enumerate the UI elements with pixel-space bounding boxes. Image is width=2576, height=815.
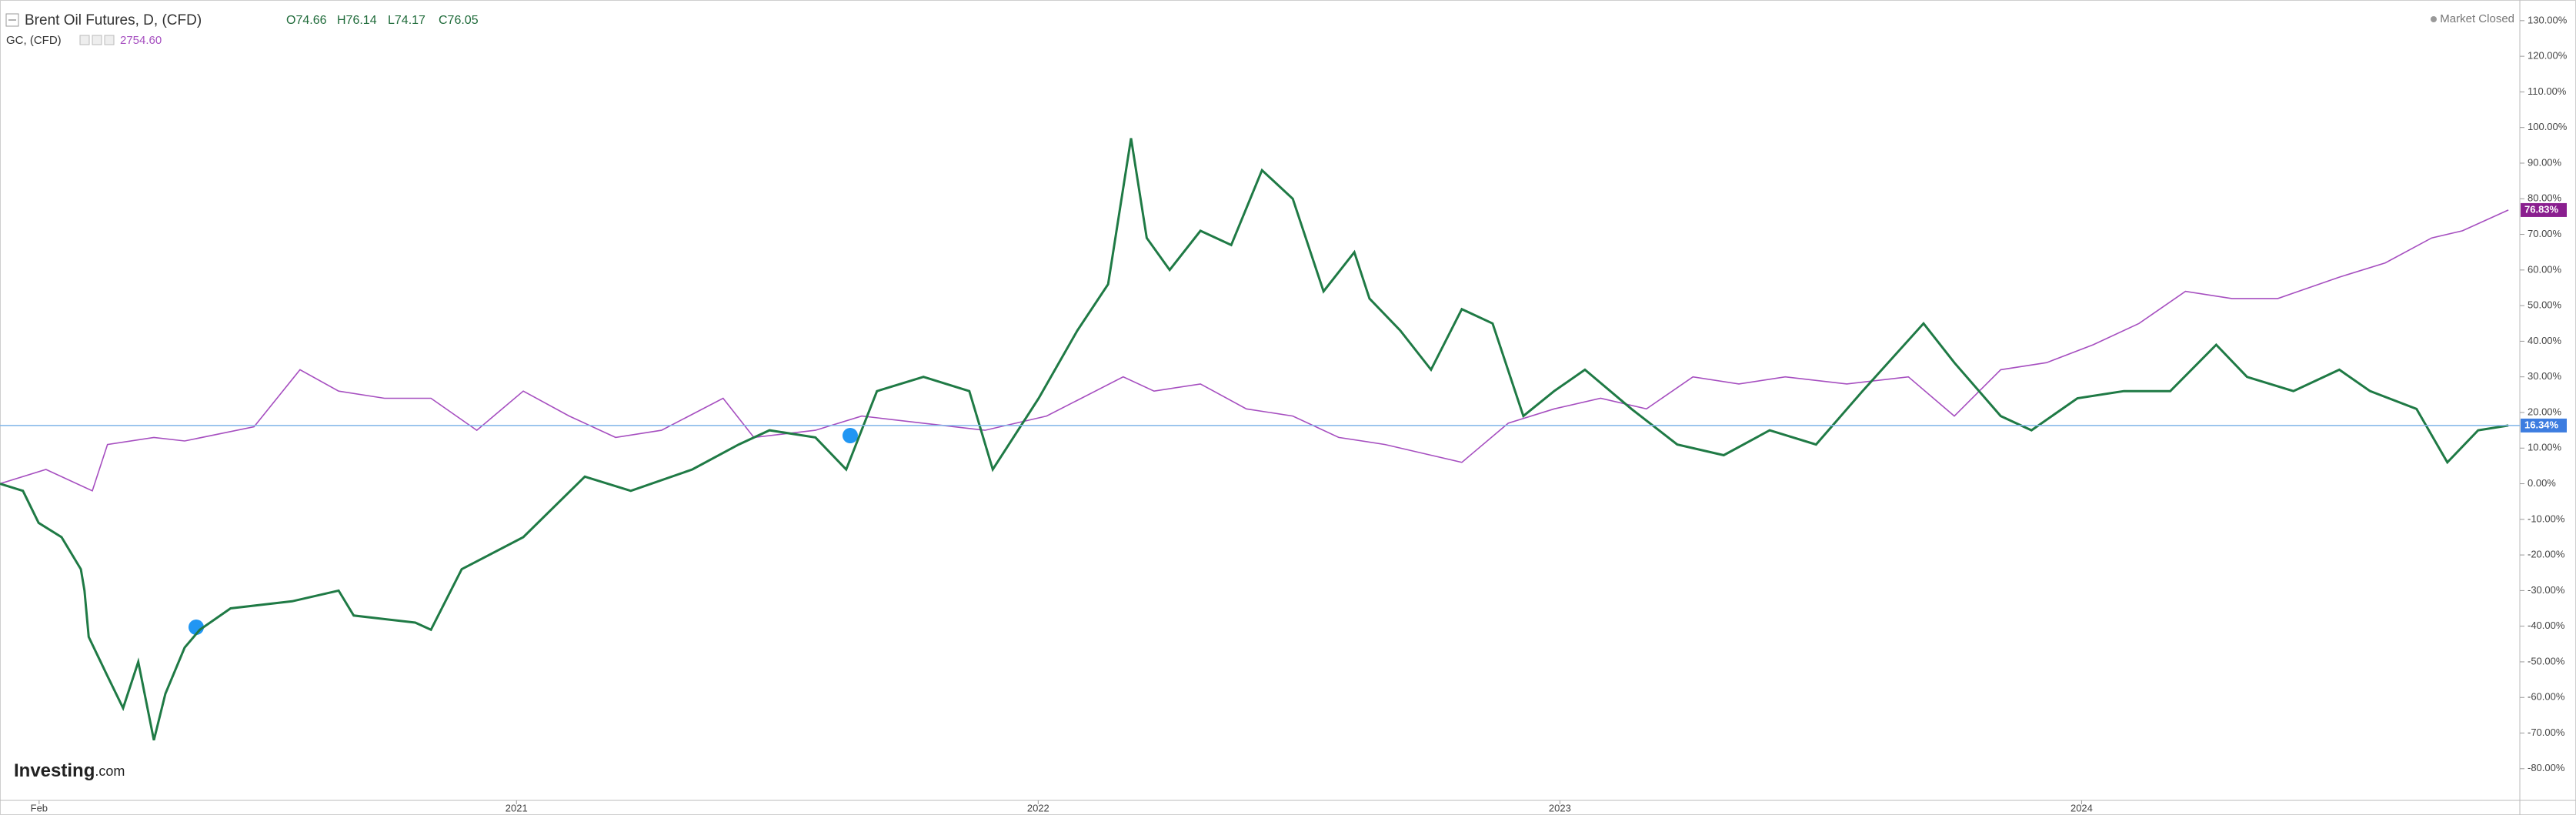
x-tick-label: Feb: [31, 802, 48, 813]
y-tick-label: 100.00%: [2528, 121, 2568, 132]
y-tick-label: -80.00%: [2528, 762, 2565, 773]
y-tick-label: -20.00%: [2528, 549, 2565, 560]
last-value-box: [2521, 418, 2567, 433]
y-tick-label: -10.00%: [2528, 513, 2565, 524]
y-tick-label: 120.00%: [2528, 50, 2568, 62]
y-tick-label: -70.00%: [2528, 726, 2565, 738]
x-tick-label: 2022: [1027, 802, 1049, 813]
last-value-label: 16.34%: [2524, 419, 2559, 430]
y-tick-label: -40.00%: [2528, 620, 2565, 631]
compare-symbol: GC, (CFD): [6, 34, 62, 47]
y-tick-label: 80.00%: [2528, 192, 2562, 204]
y-tick-label: 60.00%: [2528, 263, 2562, 275]
y-tick-label: 130.00%: [2528, 14, 2568, 25]
market-status: Market Closed: [2440, 12, 2514, 25]
x-tick-label: 2021: [506, 802, 528, 813]
ohlc-value: O74.66: [286, 14, 327, 27]
y-tick-label: 10.00%: [2528, 442, 2562, 453]
last-value-box: [2521, 202, 2567, 217]
settings-icon[interactable]: [92, 35, 102, 45]
y-tick-label: 110.00%: [2528, 85, 2567, 97]
status-dot: [2431, 16, 2437, 22]
dividend-marker[interactable]: [843, 428, 858, 443]
y-tick-label: 70.00%: [2528, 228, 2562, 239]
x-tick-label: 2023: [1549, 802, 1571, 813]
logo: Investing.com: [14, 760, 125, 781]
y-tick-label: 20.00%: [2528, 406, 2562, 417]
series-line: [0, 209, 2509, 492]
gold-price: 2754.60: [120, 34, 162, 47]
ohlc-values: O74.66 H76.14 L74.17 C76.05: [286, 14, 479, 27]
y-tick-label: 30.00%: [2528, 370, 2562, 382]
close-icon[interactable]: [104, 35, 115, 45]
x-tick-label: 2024: [2070, 802, 2093, 813]
y-tick-label: 50.00%: [2528, 299, 2562, 311]
logo-suffix: .com: [95, 763, 125, 779]
y-tick-label: 90.00%: [2528, 156, 2562, 168]
main-symbol: Brent Oil Futures, D, (CFD): [25, 12, 202, 28]
y-tick-label: -60.00%: [2528, 691, 2565, 703]
eye-icon[interactable]: [79, 35, 90, 45]
y-tick-label: 0.00%: [2528, 477, 2556, 489]
logo-main: Investing: [14, 760, 95, 781]
ohlc-value: H76.14: [337, 14, 377, 27]
y-tick-label: -30.00%: [2528, 584, 2565, 596]
ohlc-value: L74.17: [388, 14, 425, 27]
last-value-label: 76.83%: [2524, 203, 2559, 215]
y-tick-label: -50.00%: [2528, 655, 2565, 666]
ohlc-value: C76.05: [439, 14, 479, 27]
y-tick-label: 40.00%: [2528, 335, 2562, 346]
